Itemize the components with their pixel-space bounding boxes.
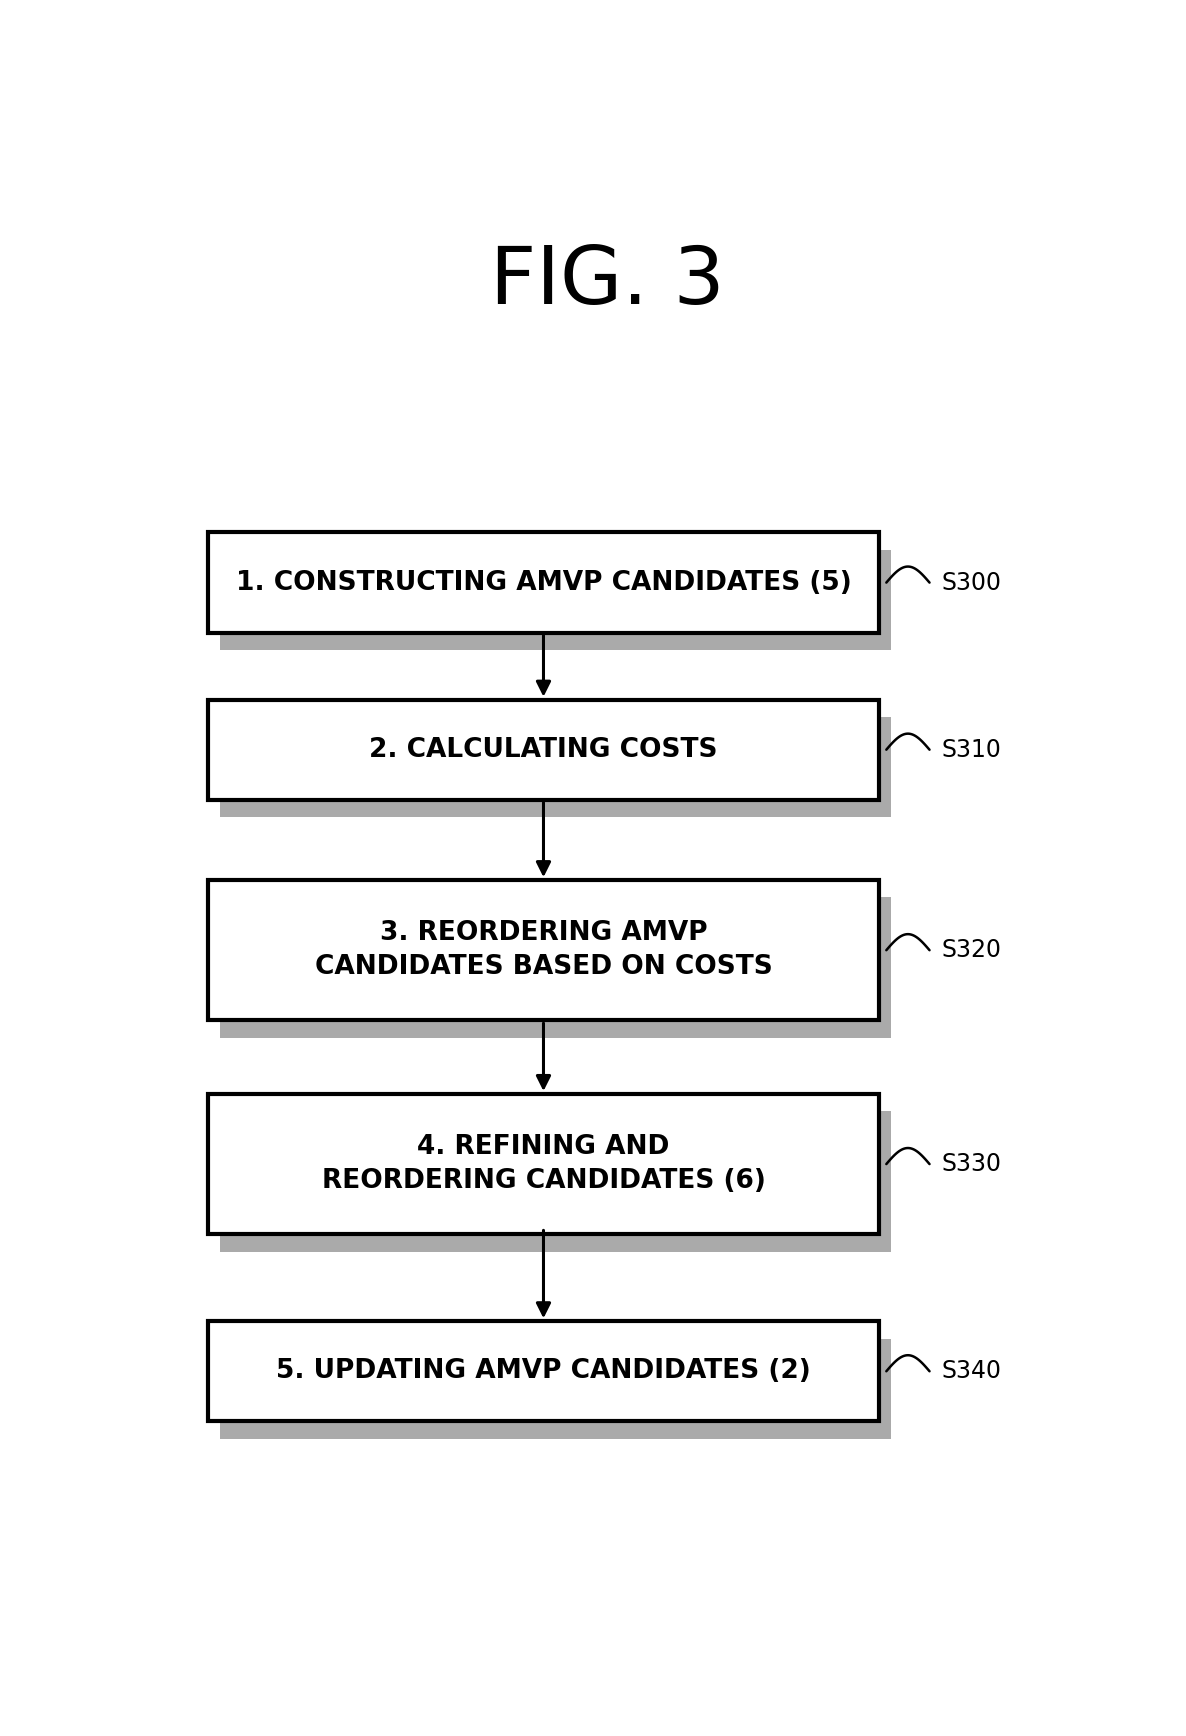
Text: 1. CONSTRUCTING AMVP CANDIDATES (5): 1. CONSTRUCTING AMVP CANDIDATES (5) [236, 569, 852, 595]
Text: S330: S330 [942, 1153, 1001, 1175]
Text: 5. UPDATING AMVP CANDIDATES (2): 5. UPDATING AMVP CANDIDATES (2) [276, 1358, 811, 1384]
Text: S300: S300 [942, 571, 1001, 595]
Bar [219, 898, 891, 1038]
Text: 2. CALCULATING COSTS: 2. CALCULATING COSTS [369, 736, 718, 762]
Bar [208, 1321, 879, 1422]
Bar [219, 1111, 891, 1252]
Text: FIG. 3: FIG. 3 [491, 243, 725, 321]
Bar [208, 1094, 879, 1234]
Text: S310: S310 [942, 738, 1001, 762]
Text: 4. REFINING AND
REORDERING CANDIDATES (6): 4. REFINING AND REORDERING CANDIDATES (6… [321, 1134, 765, 1194]
Bar [208, 533, 879, 632]
Bar [219, 717, 891, 818]
Bar [219, 1338, 891, 1439]
Bar [208, 700, 879, 800]
Text: 3. REORDERING AMVP
CANDIDATES BASED ON COSTS: 3. REORDERING AMVP CANDIDATES BASED ON C… [314, 920, 772, 981]
Text: S320: S320 [942, 937, 1001, 962]
Bar [219, 550, 891, 649]
Text: S340: S340 [942, 1359, 1001, 1384]
Bar [208, 880, 879, 1021]
